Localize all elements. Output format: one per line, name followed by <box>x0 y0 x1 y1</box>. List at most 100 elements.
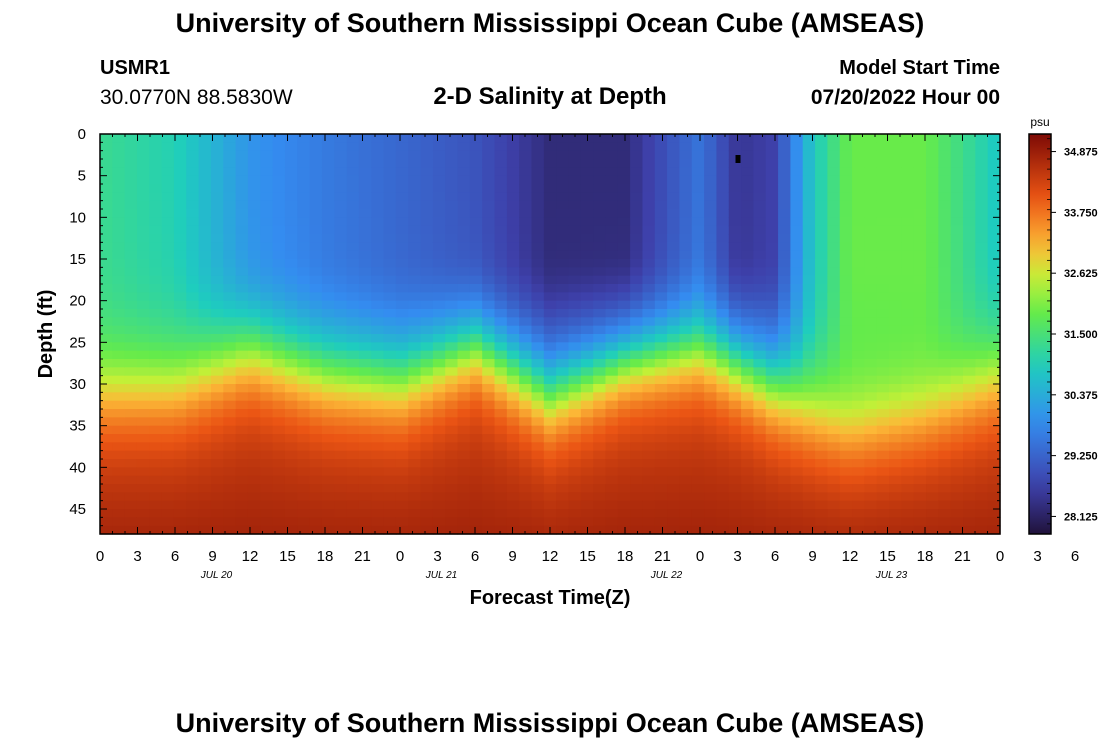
heatmap-cell <box>408 384 422 393</box>
heatmap-cell <box>642 200 656 210</box>
heatmap-cell <box>260 475 274 485</box>
heatmap-cell <box>642 450 656 460</box>
heatmap-cell <box>691 467 705 477</box>
heatmap-cell <box>765 425 779 435</box>
heatmap-cell <box>938 325 952 335</box>
heatmap-cell <box>765 350 779 360</box>
heatmap-cell <box>371 134 385 143</box>
heatmap-cell <box>691 392 705 402</box>
heatmap-cell <box>864 334 878 343</box>
heatmap-cell <box>457 367 471 377</box>
heatmap-cell <box>161 400 175 410</box>
heatmap-cell <box>938 167 952 177</box>
heatmap-cell <box>815 275 828 285</box>
heatmap-cell <box>802 275 816 285</box>
heatmap-cell <box>630 425 644 435</box>
heatmap-cell <box>728 317 742 327</box>
heatmap-cell <box>383 384 397 393</box>
heatmap-cell <box>753 375 767 385</box>
heatmap-cell <box>741 175 755 185</box>
heatmap-cell <box>716 467 730 477</box>
heatmap-cell <box>741 434 755 443</box>
heatmap-cell <box>790 192 804 202</box>
heatmap-cell <box>839 159 853 168</box>
heatmap-cell <box>778 300 792 310</box>
heatmap-cell <box>913 209 927 218</box>
heatmap-cell <box>506 375 520 385</box>
heatmap-cell <box>963 384 976 393</box>
heatmap-cell <box>913 159 927 168</box>
heatmap-cell <box>839 467 853 477</box>
y-tick-label: 45 <box>69 501 86 518</box>
heatmap-cell <box>642 517 656 527</box>
heatmap-cell <box>395 359 409 368</box>
heatmap-cell <box>173 325 187 335</box>
heatmap-cell <box>987 342 1001 352</box>
chart-title: University of Southern Mississippi Ocean… <box>175 8 925 38</box>
heatmap-cell <box>876 525 890 535</box>
heatmap-cell <box>136 342 150 352</box>
heatmap-cell <box>186 525 200 535</box>
heatmap-cell <box>864 259 878 268</box>
heatmap-cell <box>975 350 989 360</box>
heatmap-cell <box>950 142 964 152</box>
heatmap-cell <box>790 292 804 302</box>
heatmap-cell <box>519 225 533 235</box>
heatmap-cell <box>950 342 964 352</box>
heatmap-cell <box>358 300 372 310</box>
heatmap-cell <box>704 492 718 502</box>
heatmap-cell <box>112 325 126 335</box>
heatmap-cell <box>457 234 471 243</box>
heatmap-cell <box>827 209 841 218</box>
heatmap-cell <box>235 475 249 485</box>
heatmap-cell <box>235 367 249 377</box>
heatmap-cell <box>186 392 200 402</box>
heatmap-cell <box>173 200 187 210</box>
heatmap-cell <box>704 309 718 318</box>
heatmap-cell <box>358 375 372 385</box>
heatmap-cell <box>124 150 138 160</box>
heatmap-cell <box>198 225 212 235</box>
heatmap-cell <box>630 525 644 535</box>
heatmap-cell <box>839 309 853 318</box>
heatmap-cell <box>815 450 828 460</box>
heatmap-cell <box>642 209 656 218</box>
heatmap-cell <box>963 484 976 493</box>
heatmap-cell <box>469 300 483 310</box>
heatmap-cell <box>482 434 496 443</box>
heatmap-cell <box>408 484 422 493</box>
heatmap-cell <box>876 275 890 285</box>
heatmap-cell <box>124 525 138 535</box>
heatmap-cell <box>642 275 656 285</box>
heatmap-cell <box>963 150 976 160</box>
heatmap-cell <box>210 284 224 293</box>
heatmap-cell <box>617 492 631 502</box>
heatmap-cell <box>938 234 952 243</box>
heatmap-cell <box>654 175 668 185</box>
heatmap-cell <box>938 150 952 160</box>
colorbar-tick-label: 34.875 <box>1064 147 1098 159</box>
heatmap-cell <box>321 275 335 285</box>
heatmap-cell <box>778 159 792 168</box>
heatmap-cell <box>136 509 150 518</box>
heatmap-cell <box>617 200 631 210</box>
heatmap-cell <box>876 325 890 335</box>
heatmap-cell <box>210 309 224 318</box>
heatmap-cell <box>642 459 656 468</box>
heatmap-cell <box>938 500 952 510</box>
heatmap-cell <box>272 384 286 393</box>
heatmap-cell <box>864 292 878 302</box>
heatmap-cell <box>149 142 163 152</box>
heatmap-cell <box>519 425 533 435</box>
heatmap-cell <box>161 350 175 360</box>
heatmap-cell <box>568 175 582 185</box>
heatmap-cell <box>753 359 767 368</box>
heatmap-cell <box>543 375 557 385</box>
heatmap-cell <box>642 325 656 335</box>
heatmap-cell <box>408 309 422 318</box>
heatmap-cell <box>913 242 927 252</box>
heatmap-cell <box>568 267 582 277</box>
heatmap-cell <box>284 342 298 352</box>
heatmap-cell <box>593 517 607 527</box>
heatmap-cell <box>617 409 631 418</box>
